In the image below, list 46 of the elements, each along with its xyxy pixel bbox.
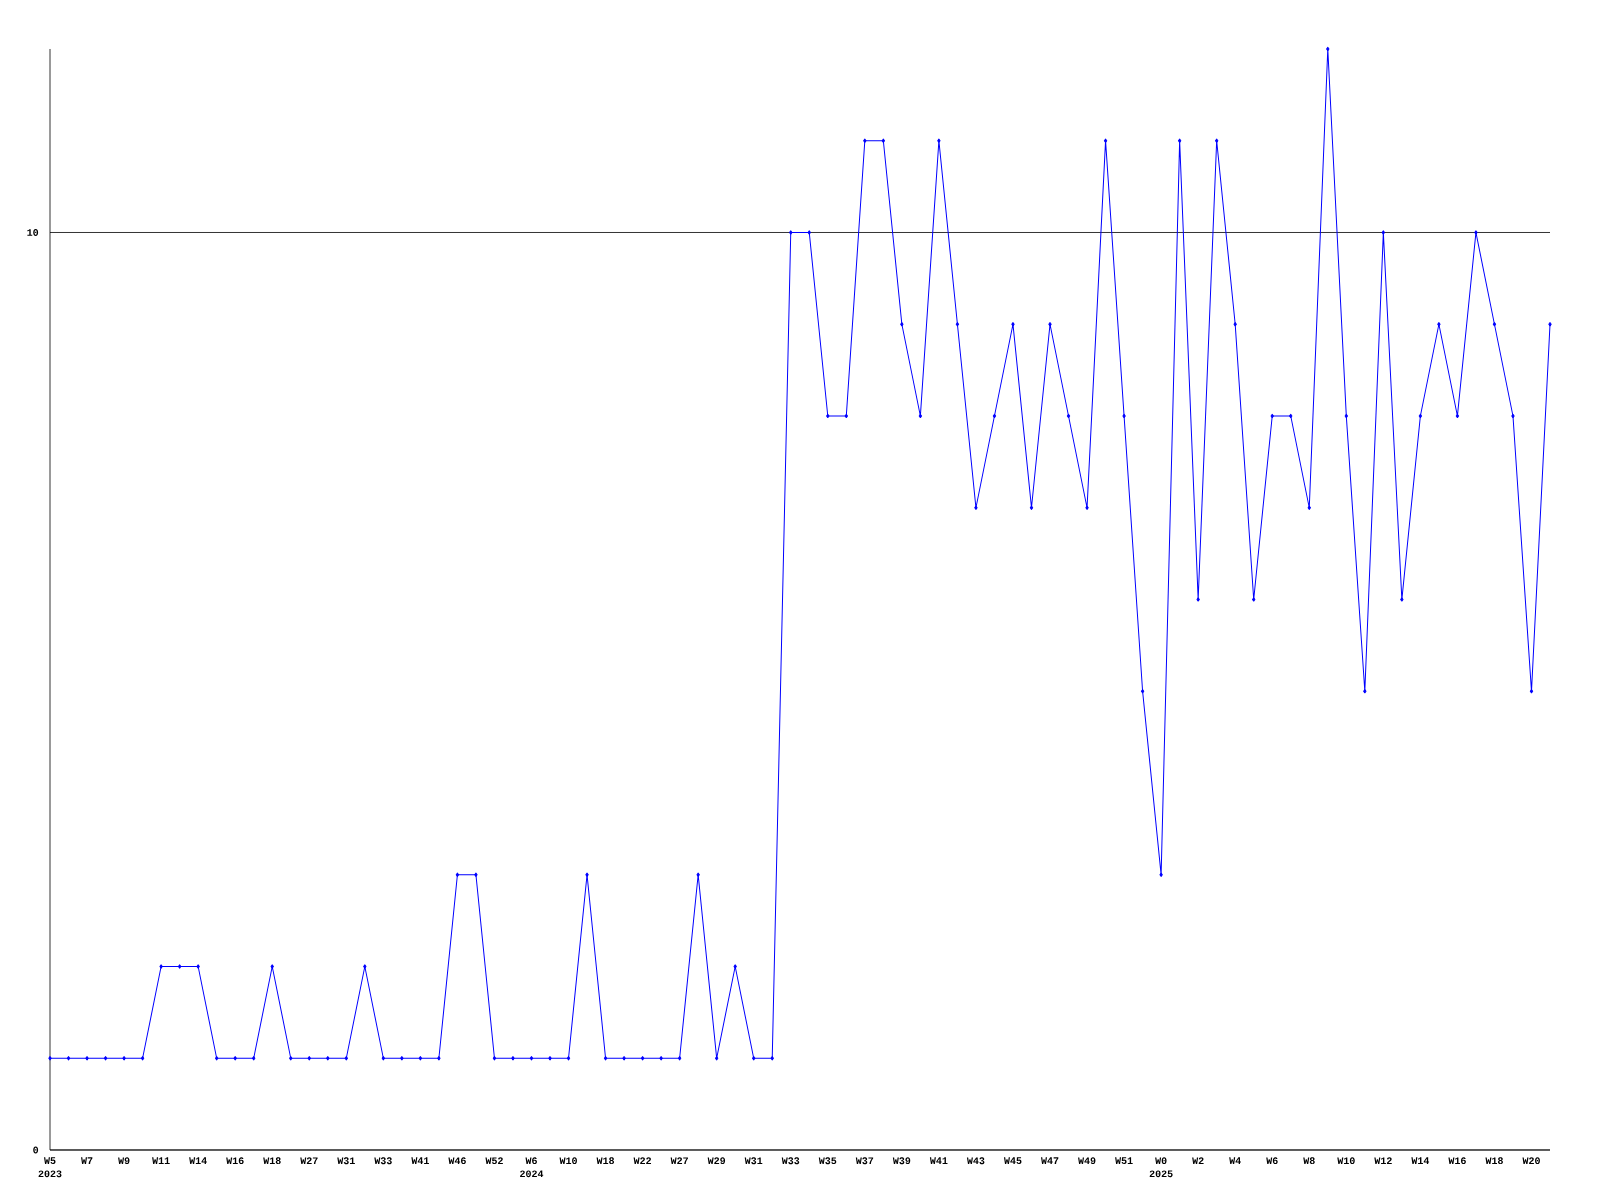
x-tick-label: W6 [525,1157,537,1165]
x-tick-label: W31 [337,1157,355,1165]
x-tick-label: W11 [152,1157,170,1164]
x-tick-label: W51 [1115,1157,1133,1165]
x-tick-label: W14 [189,1157,207,1164]
x-tick-label: W39 [892,1157,911,1165]
x-tick-label: W35 [818,1157,837,1165]
x-tick-label: W4 [1229,1157,1241,1164]
y-tick-label: 10 [27,229,39,236]
x-tick-label: W0 [1155,1157,1167,1165]
text: 2023 [38,1170,62,1178]
x-tick-label: W47 [1041,1157,1059,1164]
x-tick-label: W8 [1303,1157,1315,1165]
x-tick-label: W7 [81,1157,93,1164]
x-tick-label: W43 [966,1157,985,1165]
x-tick-label: W5 [44,1157,56,1165]
x-tick-label: W18 [263,1157,281,1165]
x-tick-label: W41 [411,1157,429,1164]
x-tick-label: W31 [744,1157,763,1165]
text: 2025 [1149,1170,1173,1178]
x-tick-label: W41 [929,1157,948,1164]
x-tick-label: W49 [1078,1157,1096,1165]
x-tick-label: W45 [1003,1157,1022,1165]
x-tick-label: W14 [1411,1157,1430,1164]
text: 2024 [520,1170,544,1178]
x-tick-label: W10 [559,1157,577,1165]
x-tick-label: W27 [300,1157,318,1165]
x-tick-label: W27 [670,1157,688,1165]
x-tick-label: W10 [1337,1157,1355,1165]
x-tick-label: W18 [1485,1157,1503,1165]
x-tick-label: W46 [448,1157,466,1165]
x-tick-label: W22 [633,1157,652,1165]
x-tick-label: W52 [485,1157,503,1165]
x-tick-label: W20 [1522,1157,1540,1165]
x-tick-label: W2 [1192,1157,1204,1165]
x-tick-label: W9 [118,1157,130,1165]
x-tick-label: W29 [707,1157,726,1165]
y-tick-label: 0 [33,1146,39,1154]
x-tick-label: W18 [596,1157,615,1165]
x-tick-label: W37 [855,1157,874,1165]
x-tick-label: W16 [1448,1157,1466,1165]
x-tick-label: W16 [226,1157,244,1165]
x-tick-label: W6 [1266,1157,1278,1165]
x-tick-label: W33 [781,1157,800,1165]
x-tick-label: W12 [1374,1157,1392,1165]
x-tick-label: W33 [374,1157,392,1165]
